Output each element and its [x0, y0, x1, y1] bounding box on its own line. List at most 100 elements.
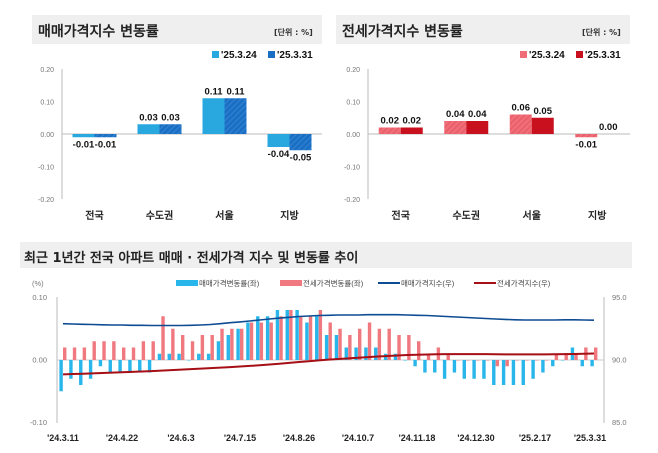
- sales-change-bar: [197, 353, 201, 360]
- sales-y-tick: 0.00: [40, 132, 54, 139]
- jeonse-category-label: 수도권: [452, 210, 480, 222]
- jeonse-change-bar: [476, 360, 480, 361]
- sales-change-bar: [393, 353, 398, 360]
- sales-change-bar: [138, 360, 142, 373]
- sales-change-bar: [354, 347, 358, 360]
- sales-data-label: -0.01: [95, 139, 117, 150]
- jeonse-change-bar: [210, 335, 214, 360]
- jeonse-change-bar: [190, 341, 195, 360]
- jeonse-change-bar: [299, 316, 303, 360]
- jeonse-change-bar: [338, 328, 342, 360]
- jeonse-category-label: 전국: [392, 209, 410, 222]
- jeonse-change-bar: [279, 316, 283, 360]
- trend-x-tick: '24.7.15: [224, 433, 256, 443]
- jeonse-change-bar: [249, 322, 254, 360]
- jeonse-change-bar: [525, 360, 529, 361]
- trend-legend-label: 매매가격지수(우): [401, 278, 455, 288]
- sales-change-bar: [147, 360, 152, 373]
- jeonse-change-bar: [554, 353, 559, 360]
- jeonse-change-bar: [171, 328, 175, 360]
- sales-legend-swatch: [212, 51, 219, 58]
- trend-right-tick: 85.0: [612, 418, 627, 427]
- trend-left-tick: 0.00: [32, 356, 47, 365]
- sales-change-bar: [433, 360, 437, 373]
- trend-x-tick: '24.12.30: [457, 433, 494, 443]
- sales-change-bar: [521, 360, 525, 385]
- jeonse-y-tick: 0.10: [346, 100, 360, 107]
- jeonse-y-tick: -0.10: [344, 165, 360, 172]
- sales-change-bar: [364, 347, 368, 360]
- sales-bar: [202, 98, 225, 134]
- sales-change-bar: [236, 328, 240, 360]
- jeonse-change-bar: [112, 341, 116, 360]
- jeonse-change-bar: [417, 341, 421, 360]
- jeonse-legend-swatch: [520, 51, 527, 58]
- sales-data-label: 0.11: [205, 86, 224, 97]
- jeonse-change-bar: [200, 335, 205, 360]
- sales-change-bar: [551, 360, 555, 367]
- jeonse-change-bar: [485, 360, 490, 361]
- sales-change-bar: [98, 360, 103, 367]
- jeonse-bar: [444, 121, 467, 134]
- jeonse-change-bar: [230, 328, 234, 360]
- jeonse-change-bar: [181, 335, 185, 360]
- jeonse-unit: [단위 : %]: [582, 28, 621, 37]
- sales-change-bar: [344, 347, 348, 360]
- trend-x-tick: '25.3.31: [574, 433, 606, 443]
- trend-x-tick: '24.6.3: [167, 433, 194, 443]
- jeonse-change-bar: [151, 341, 155, 360]
- jeonse-change-bar: [318, 310, 323, 360]
- sales-data-label: 0.03: [139, 112, 158, 123]
- jeonse-change-bar: [259, 322, 264, 360]
- jeonse-y-tick: 0.20: [346, 67, 360, 74]
- jeonse-change-bar: [240, 328, 244, 360]
- sales-bar: [224, 98, 247, 134]
- jeonse-index-line: [62, 352, 595, 376]
- trend-legend-swatch: [280, 280, 302, 286]
- jeonse-data-label: 0.06: [512, 103, 531, 114]
- sales-change-bar: [492, 360, 496, 385]
- sales-category-label: 전국: [85, 209, 103, 222]
- trend-left-axis-label: (%): [32, 279, 44, 288]
- trend-x-tick: '24.3.11: [47, 433, 79, 443]
- sales-bar: [72, 134, 95, 138]
- jeonse-change-bar: [515, 360, 519, 361]
- sales-legend-label: '25.3.31: [277, 50, 313, 61]
- jeonse-data-label: 0.00: [599, 122, 618, 133]
- sales-change-bar: [246, 322, 250, 360]
- sales-data-label: 0.03: [161, 112, 180, 123]
- sales-change-bar: [541, 360, 545, 373]
- trend-x-tick: '24.4.22: [106, 433, 138, 443]
- jeonse-change-bar: [594, 347, 598, 360]
- trend-left-tick: -0.10: [30, 418, 47, 427]
- trend-right-tick: 95.0: [612, 293, 627, 302]
- sales-y-tick: -0.10: [38, 165, 54, 172]
- sales-bar: [94, 134, 117, 138]
- sales-change-bar: [511, 360, 516, 385]
- sales-change-bar: [531, 360, 535, 379]
- jeonse-change-bar: [495, 360, 500, 367]
- sales-change-bar: [285, 310, 289, 360]
- jeonse-change-bar: [535, 360, 539, 361]
- trend-legend-label: 매매가격변동률(좌): [199, 278, 260, 288]
- sales-legend-swatch: [268, 51, 275, 58]
- jeonse-legend-label: '25.3.31: [585, 50, 621, 61]
- sales-category-label: 서울: [215, 209, 233, 222]
- sales-change-bar: [88, 360, 93, 379]
- jeonse-data-label: 0.04: [446, 109, 465, 120]
- sales-change-bar: [187, 360, 191, 361]
- sales-data-label: -0.01: [73, 139, 95, 150]
- sales-change-bar: [295, 310, 299, 360]
- jeonse-change-bar: [289, 310, 293, 360]
- sales-change-bar: [580, 360, 584, 367]
- jeonse-bar: [466, 121, 489, 134]
- sales-change-bar: [157, 353, 162, 360]
- sales-change-bar: [79, 360, 83, 385]
- sales-change-bar: [590, 360, 594, 367]
- sales-unit: [단위 : %]: [274, 28, 313, 37]
- jeonse-chart-title: 전세가격지수 변동률: [342, 24, 463, 40]
- jeonse-legend-label: '25.3.24: [529, 50, 565, 61]
- trend-x-tick: '24.10.7: [342, 433, 374, 443]
- jeonse-bar: [378, 127, 401, 134]
- title-bar-trend: [20, 242, 632, 268]
